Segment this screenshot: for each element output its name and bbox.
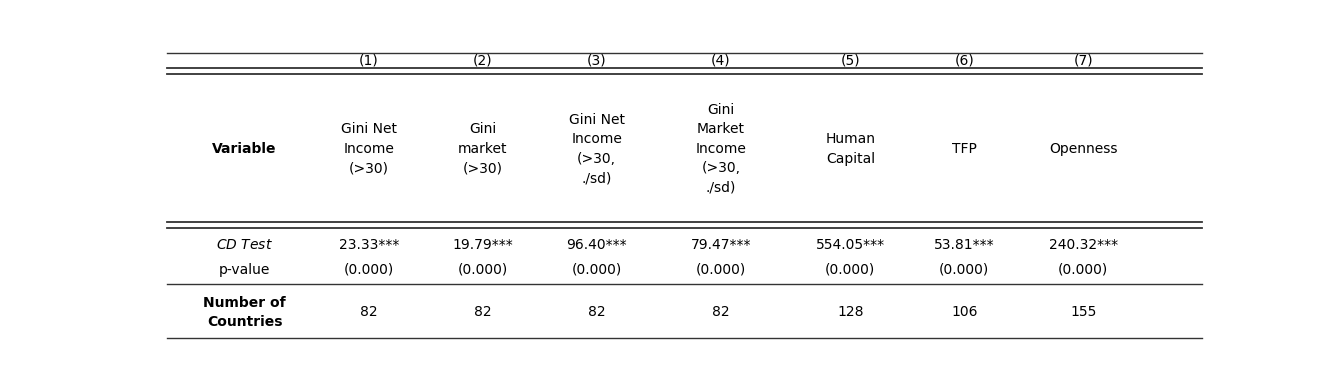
Text: 128: 128	[838, 305, 863, 319]
Text: $\mathit{CD\ Test}$: $\mathit{CD\ Test}$	[216, 238, 273, 252]
Text: (0.000): (0.000)	[343, 263, 394, 277]
Text: Human
Capital: Human Capital	[826, 132, 875, 166]
Text: p-value: p-value	[219, 263, 270, 277]
Text: Gini Net
Income
(>30,
./sd): Gini Net Income (>30, ./sd)	[569, 113, 625, 185]
Text: (0.000): (0.000)	[939, 263, 990, 277]
Text: 96.40***: 96.40***	[566, 238, 627, 252]
Text: (1): (1)	[359, 53, 379, 67]
Text: 106: 106	[951, 305, 978, 319]
Text: Countries: Countries	[207, 315, 282, 329]
Text: (2): (2)	[473, 53, 493, 67]
Text: (3): (3)	[587, 53, 607, 67]
Text: 82: 82	[474, 305, 492, 319]
Text: Gini
Market
Income
(>30,
./sd): Gini Market Income (>30, ./sd)	[696, 103, 747, 195]
Text: Number of: Number of	[203, 296, 286, 310]
Text: (0.000): (0.000)	[458, 263, 508, 277]
Text: TFP: TFP	[951, 142, 977, 156]
Text: (4): (4)	[711, 53, 731, 67]
Text: 23.33***: 23.33***	[339, 238, 399, 252]
Text: (0.000): (0.000)	[696, 263, 745, 277]
Text: (6): (6)	[954, 53, 974, 67]
Text: (0.000): (0.000)	[1058, 263, 1109, 277]
Text: Variable: Variable	[212, 142, 277, 156]
Text: 240.32***: 240.32***	[1049, 238, 1118, 252]
Text: (0.000): (0.000)	[572, 263, 621, 277]
Text: Gini Net
Income
(>30): Gini Net Income (>30)	[341, 122, 397, 175]
Text: 82: 82	[712, 305, 729, 319]
Text: Openness: Openness	[1049, 142, 1118, 156]
Text: (7): (7)	[1074, 53, 1093, 67]
Text: 554.05***: 554.05***	[816, 238, 884, 252]
Text: 53.81***: 53.81***	[934, 238, 994, 252]
Text: 82: 82	[588, 305, 605, 319]
Text: 155: 155	[1070, 305, 1097, 319]
Text: (5): (5)	[840, 53, 860, 67]
Text: 82: 82	[361, 305, 378, 319]
Text: 19.79***: 19.79***	[453, 238, 513, 252]
Text: 79.47***: 79.47***	[691, 238, 751, 252]
Text: (0.000): (0.000)	[826, 263, 875, 277]
Text: Gini
market
(>30): Gini market (>30)	[458, 122, 508, 175]
